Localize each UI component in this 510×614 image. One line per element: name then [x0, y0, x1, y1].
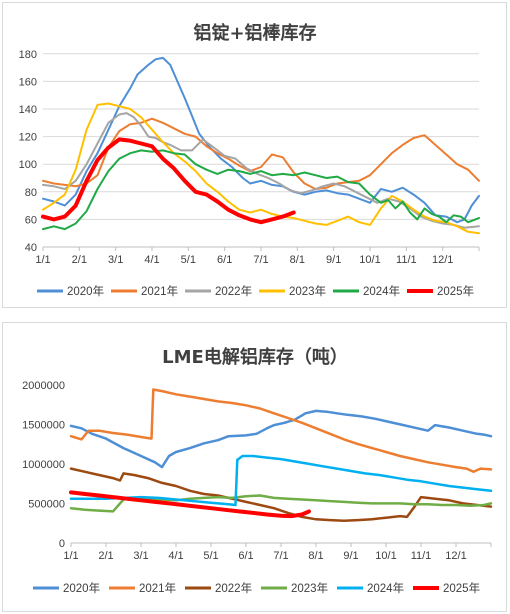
x-tick-label: 11/1	[411, 550, 432, 562]
legend-label: 2020年	[67, 284, 104, 298]
x-tick-label: 7/1	[273, 550, 288, 562]
lme-chart-panel: LME电解铝库存（吨） 0 500000 1000000 1500000 2000000 1…	[2, 322, 507, 612]
chart-title: 铝锭+铝棒库存	[193, 22, 316, 44]
x-tick-label: 3/1	[133, 550, 148, 562]
y-tick-label: 100	[19, 159, 37, 171]
legend-label: 2025年	[437, 284, 474, 298]
series-line-2022年	[42, 112, 480, 229]
series-line-2024年	[69, 454, 493, 507]
y-tick-label: 80	[25, 187, 37, 199]
legend-label: 2024年	[363, 284, 400, 298]
x-tick-label: 9/1	[343, 550, 358, 562]
series-line-2021年	[42, 117, 480, 190]
x-tick-label: 12/1	[445, 550, 466, 562]
x-tick-label: 12/1	[432, 254, 453, 266]
x-tick-label: 4/1	[144, 254, 159, 266]
y-tick-label: 1000000	[22, 459, 65, 471]
legend-label: 2023年	[291, 581, 328, 595]
inventory-chart-panel: 铝锭+铝棒库存 40 60 80 100 120 140 160 180 1/1 2/1 3/1 4/1…	[2, 2, 507, 308]
x-tick-label: 2/1	[72, 254, 87, 266]
x-tick-label: 9/1	[326, 254, 341, 266]
x-tick-label: 1/1	[63, 550, 78, 562]
series-line-2021年	[69, 388, 493, 474]
x-tick-label: 1/1	[35, 254, 50, 266]
y-tick-label: 1500000	[22, 419, 65, 431]
x-tick-label: 5/1	[181, 254, 196, 266]
legend-label: 2022年	[215, 284, 252, 298]
y-tick-label: 160	[19, 76, 37, 88]
lme-aluminium-inventory-chart: LME电解铝库存（吨） 0 500000 1000000 1500000 2000000 1…	[22, 346, 493, 595]
series-line-2024年	[42, 149, 480, 231]
x-tick-label: 3/1	[108, 254, 123, 266]
x-tick-label: 6/1	[238, 550, 253, 562]
y-tick-label: 40	[25, 242, 37, 254]
legend-label: 2021年	[139, 581, 176, 595]
legend-label: 2023年	[289, 284, 326, 298]
legend-label: 2024年	[367, 581, 404, 595]
ingot-bar-inventory-chart: 铝锭+铝棒库存 40 60 80 100 120 140 160 180 1/1 2/1 3/1 4/1…	[19, 22, 480, 298]
y-tick-label: 140	[19, 104, 37, 116]
x-tick-label: 10/1	[359, 254, 380, 266]
x-tick-label: 2/1	[98, 550, 113, 562]
x-tick-label: 7/1	[253, 254, 268, 266]
x-tick-label: 4/1	[168, 550, 183, 562]
chart-title: LME电解铝库存（吨）	[162, 346, 348, 368]
legend-label: 2025年	[443, 581, 480, 595]
series-line-2022年	[69, 467, 493, 523]
x-tick-label: 8/1	[290, 254, 305, 266]
x-tick-label: 8/1	[308, 550, 323, 562]
y-tick-label: 60	[25, 214, 37, 226]
legend-label: 2022年	[215, 581, 252, 595]
y-tick-label: 2000000	[22, 380, 65, 392]
series-line-2023年	[42, 102, 480, 235]
x-tick-label: 11/1	[396, 254, 417, 266]
series-line-2020年	[42, 56, 480, 224]
series-line-2025年	[41, 137, 296, 225]
legend-label: 2021年	[141, 284, 178, 298]
series-line-2025年	[69, 490, 311, 519]
y-tick-label: 120	[19, 132, 37, 144]
x-tick-label: 6/1	[217, 254, 232, 266]
x-tick-label: 5/1	[203, 550, 218, 562]
legend-label: 2020年	[63, 581, 100, 595]
y-tick-label: 500000	[28, 498, 65, 510]
y-tick-label: 180	[19, 49, 37, 61]
y-tick-label: 0	[59, 538, 65, 550]
series-line-2020年	[69, 409, 493, 469]
x-tick-label: 10/1	[375, 550, 396, 562]
